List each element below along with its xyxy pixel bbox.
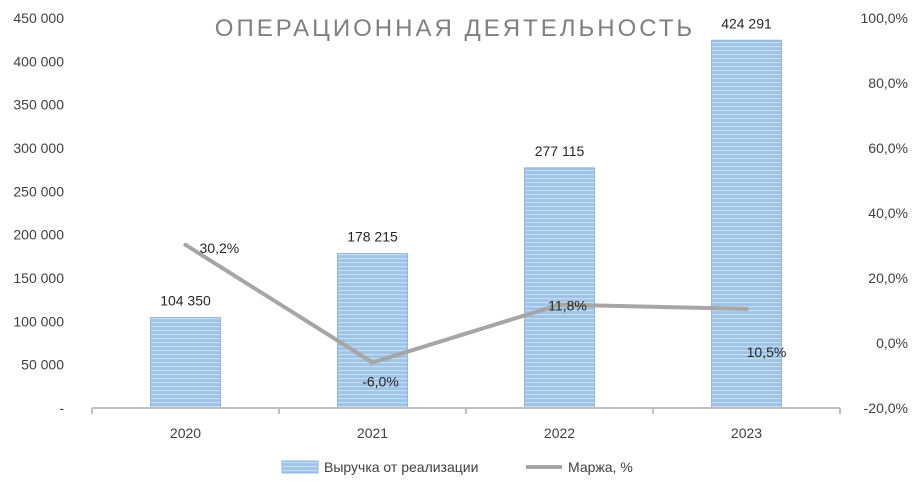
y-left-axis: - 50 000 100 000 150 000 200 000 250 000 300 0… <box>13 10 64 416</box>
line-value-label: 30,2% <box>200 240 240 256</box>
x-tick-label: 2021 <box>357 425 388 441</box>
line-series <box>183 242 749 365</box>
y-right-tick-label: 60,0% <box>868 140 908 156</box>
chart-title: ОПЕРАЦИОННАЯ ДЕЯТЕЛЬНОСТЬ <box>215 15 695 42</box>
y-left-tick-label: - <box>59 400 64 416</box>
legend-swatch-bars <box>281 460 319 474</box>
data-labels: 104 350 178 215 277 115 424 291 30,2% -6,0% 11… <box>160 15 786 389</box>
y-left-tick-label: 100 000 <box>13 313 64 329</box>
y-left-tick-label: 300 000 <box>13 140 64 156</box>
line-value-label: 10,5% <box>747 344 787 360</box>
legend-label-bars: Выручка от реализации <box>324 459 478 475</box>
y-right-tick-label: 80,0% <box>868 75 908 91</box>
y-left-tick-label: 350 000 <box>13 97 64 113</box>
line-value-label: -6,0% <box>362 374 399 390</box>
bar-value-label: 178 215 <box>347 229 398 245</box>
y-right-tick-label: 100,0% <box>861 10 908 26</box>
legend-label-line: Маржа, % <box>568 459 633 475</box>
bar-value-label: 104 350 <box>160 293 211 309</box>
bar <box>711 39 782 409</box>
bar-series <box>150 39 782 409</box>
y-left-tick-label: 450 000 <box>13 10 64 26</box>
y-right-tick-label: 20,0% <box>868 270 908 286</box>
y-left-tick-label: 250 000 <box>13 183 64 199</box>
line-point <box>183 242 188 247</box>
y-left-tick-label: 200 000 <box>13 227 64 243</box>
line-value-label: 11,8% <box>548 298 587 314</box>
line-point <box>744 306 749 311</box>
bar <box>150 317 221 409</box>
bar-value-label: 424 291 <box>721 15 772 31</box>
legend: Выручка от реализации Маржа, % <box>281 459 633 475</box>
x-tick-label: 2023 <box>731 425 762 441</box>
y-right-tick-label: 0,0% <box>876 335 908 351</box>
line-point <box>557 302 562 307</box>
x-axis: 2020 2021 2022 2023 <box>91 407 841 441</box>
line-point <box>370 360 375 365</box>
bar <box>524 167 595 409</box>
y-right-tick-label: 40,0% <box>868 205 908 221</box>
bar <box>337 253 408 409</box>
y-right-axis: -20,0% 0,0% 20,0% 40,0% 60,0% 80,0% 100,0% <box>861 10 908 416</box>
x-tick-label: 2020 <box>170 425 201 441</box>
y-left-tick-label: 400 000 <box>13 53 64 69</box>
margin-line <box>183 242 749 365</box>
y-left-tick-label: 50 000 <box>21 357 64 373</box>
x-tick-label: 2022 <box>544 425 575 441</box>
y-left-tick-label: 150 000 <box>13 270 64 286</box>
y-right-tick-label: -20,0% <box>864 400 908 416</box>
bar-value-label: 277 115 <box>535 143 585 159</box>
